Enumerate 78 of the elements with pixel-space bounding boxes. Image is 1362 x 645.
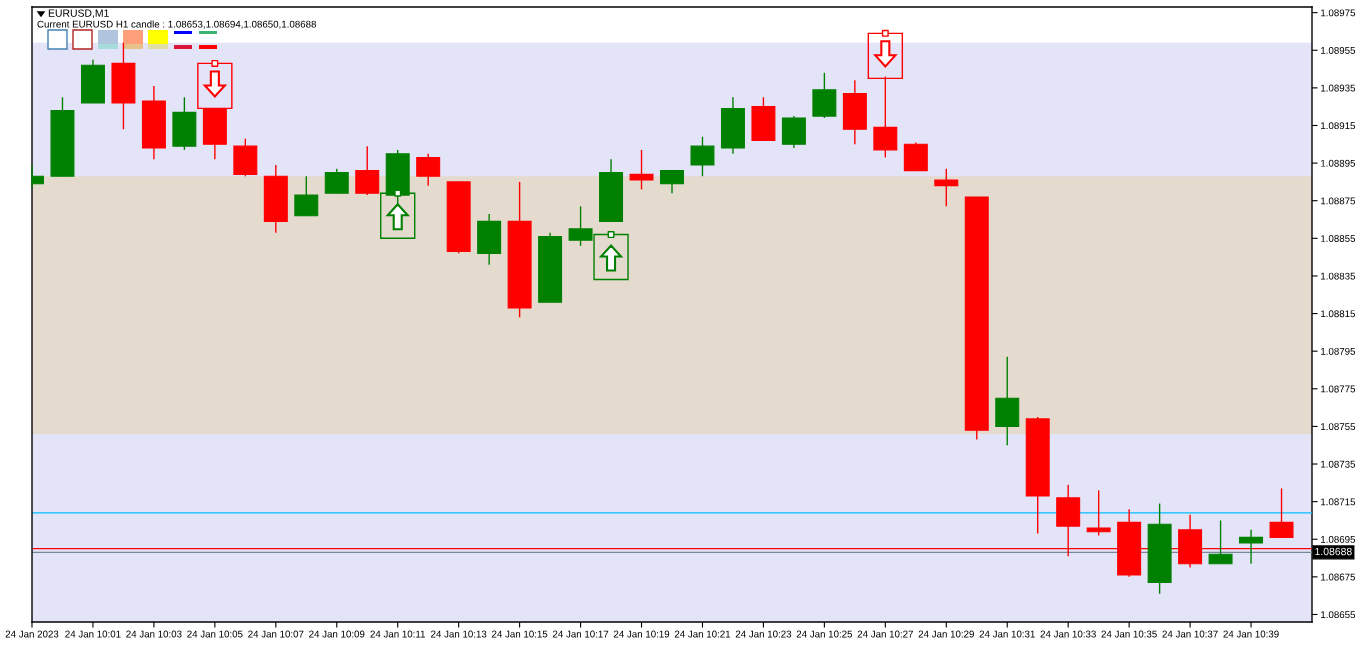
candlestick xyxy=(629,149,654,191)
x-tick-label: 24 Jan 10:27 xyxy=(857,630,913,638)
point xyxy=(607,231,615,239)
x-tick-label: 24 Jan 10:19 xyxy=(613,630,670,638)
x-tick-label: 24 Jan 10:03 xyxy=(126,630,182,638)
candlestick xyxy=(1147,502,1172,595)
candlestick xyxy=(1086,489,1111,537)
candlestick xyxy=(842,79,867,145)
candlestick xyxy=(964,196,989,441)
x-tick-label: 24 Jan 10:23 xyxy=(735,630,792,638)
x-tick-label: 24 Jan 10:17 xyxy=(552,630,609,638)
candlestick xyxy=(934,168,959,208)
x-tick-label: 24 Jan 10:33 xyxy=(1040,630,1096,638)
y-tick-label: 1.08895 xyxy=(1321,159,1356,167)
candlestick xyxy=(812,72,837,119)
text: Current EURUSD H1 candle : 1.08653,1.08694,1.08650,1.08688 xyxy=(37,20,317,29)
candlestick xyxy=(324,168,349,194)
y-tick-label: 1.08915 xyxy=(1321,122,1356,130)
x-tick-label: 24 Jan 10:21 xyxy=(674,630,731,638)
y-tick-label: 1.08715 xyxy=(1321,498,1356,506)
x-tick-label: 24 Jan 10:01 xyxy=(65,630,121,638)
x-tick-label: 24 Jan 2023 xyxy=(5,630,59,638)
y-tick-label: 1.08835 xyxy=(1321,272,1356,280)
y-tick-label: 1.08675 xyxy=(1321,573,1356,581)
candlestick xyxy=(720,96,745,155)
y-tick-label: 1.08815 xyxy=(1321,310,1356,318)
candlestick xyxy=(355,145,380,196)
x-tick-label: 24 Jan 10:15 xyxy=(492,630,548,638)
candlestick xyxy=(1269,487,1294,539)
x-tick-label: 24 Jan 10:11 xyxy=(370,630,425,638)
candlestick xyxy=(1025,416,1050,535)
x-tick-label: 24 Jan 10:09 xyxy=(309,630,365,638)
candlestick xyxy=(781,115,806,149)
point xyxy=(881,29,889,37)
y-tick-label: 1.08935 xyxy=(1321,84,1356,92)
y-tick-label: 1.08695 xyxy=(1321,535,1356,543)
y-tick-label: 1.08655 xyxy=(1321,611,1356,619)
x-tick-label: 24 Jan 10:31 xyxy=(979,630,1035,638)
y-tick-label: 1.08955 xyxy=(1321,46,1356,54)
candlestick xyxy=(690,136,715,177)
y-tick-label: 1.08975 xyxy=(1321,9,1356,17)
point xyxy=(211,59,219,67)
candlestick xyxy=(50,96,75,177)
candlestick xyxy=(1208,519,1233,565)
y-tick-label: 1.08855 xyxy=(1321,235,1356,242)
candlestick xyxy=(80,58,105,104)
x-tick-label: 24 Jan 10:05 xyxy=(187,630,243,638)
x-tick-label: 24 Jan 10:37 xyxy=(1162,630,1218,638)
x-tick-label: 24 Jan 10:39 xyxy=(1223,630,1279,638)
x-tick-label: 24 Jan 10:29 xyxy=(918,630,974,638)
y-tick-label: 1.08755 xyxy=(1321,423,1356,431)
candlestick xyxy=(599,158,624,223)
candlestick xyxy=(446,181,471,255)
x-tick-label: 24 Jan 10:13 xyxy=(431,630,487,638)
candlestick xyxy=(477,213,502,266)
y-tick-label: 1.08735 xyxy=(1321,460,1356,468)
x-tick-label: 24 Jan 10:07 xyxy=(248,630,304,638)
candlestick xyxy=(263,164,288,234)
y-tick-label: 1.08795 xyxy=(1321,347,1356,355)
candlestick xyxy=(416,153,441,187)
candlestick xyxy=(111,42,136,130)
chart-title: EURUSD,M1 xyxy=(48,9,109,19)
candlestick xyxy=(751,96,776,142)
candlestick xyxy=(660,169,684,194)
candlestick xyxy=(507,181,532,319)
candlestick xyxy=(294,175,319,217)
candlestick xyxy=(538,231,563,303)
candlestick xyxy=(172,96,197,151)
ref-line-label: 1.08688 xyxy=(1315,547,1352,556)
y-tick-label: 1.08875 xyxy=(1321,197,1356,205)
candlestick xyxy=(903,141,928,172)
x-tick-label: 24 Jan 10:35 xyxy=(1101,630,1157,638)
candlestick xyxy=(995,356,1020,446)
candlestick xyxy=(1239,529,1264,565)
x-tick-label: 24 Jan 10:25 xyxy=(796,630,853,638)
candlestick xyxy=(233,137,258,177)
candlestick xyxy=(141,85,166,161)
y-tick-label: 1.08775 xyxy=(1321,385,1356,393)
